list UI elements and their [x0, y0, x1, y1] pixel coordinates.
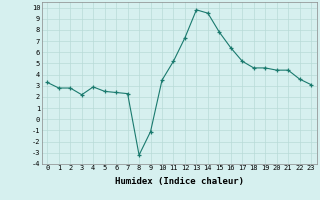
X-axis label: Humidex (Indice chaleur): Humidex (Indice chaleur) [115, 177, 244, 186]
